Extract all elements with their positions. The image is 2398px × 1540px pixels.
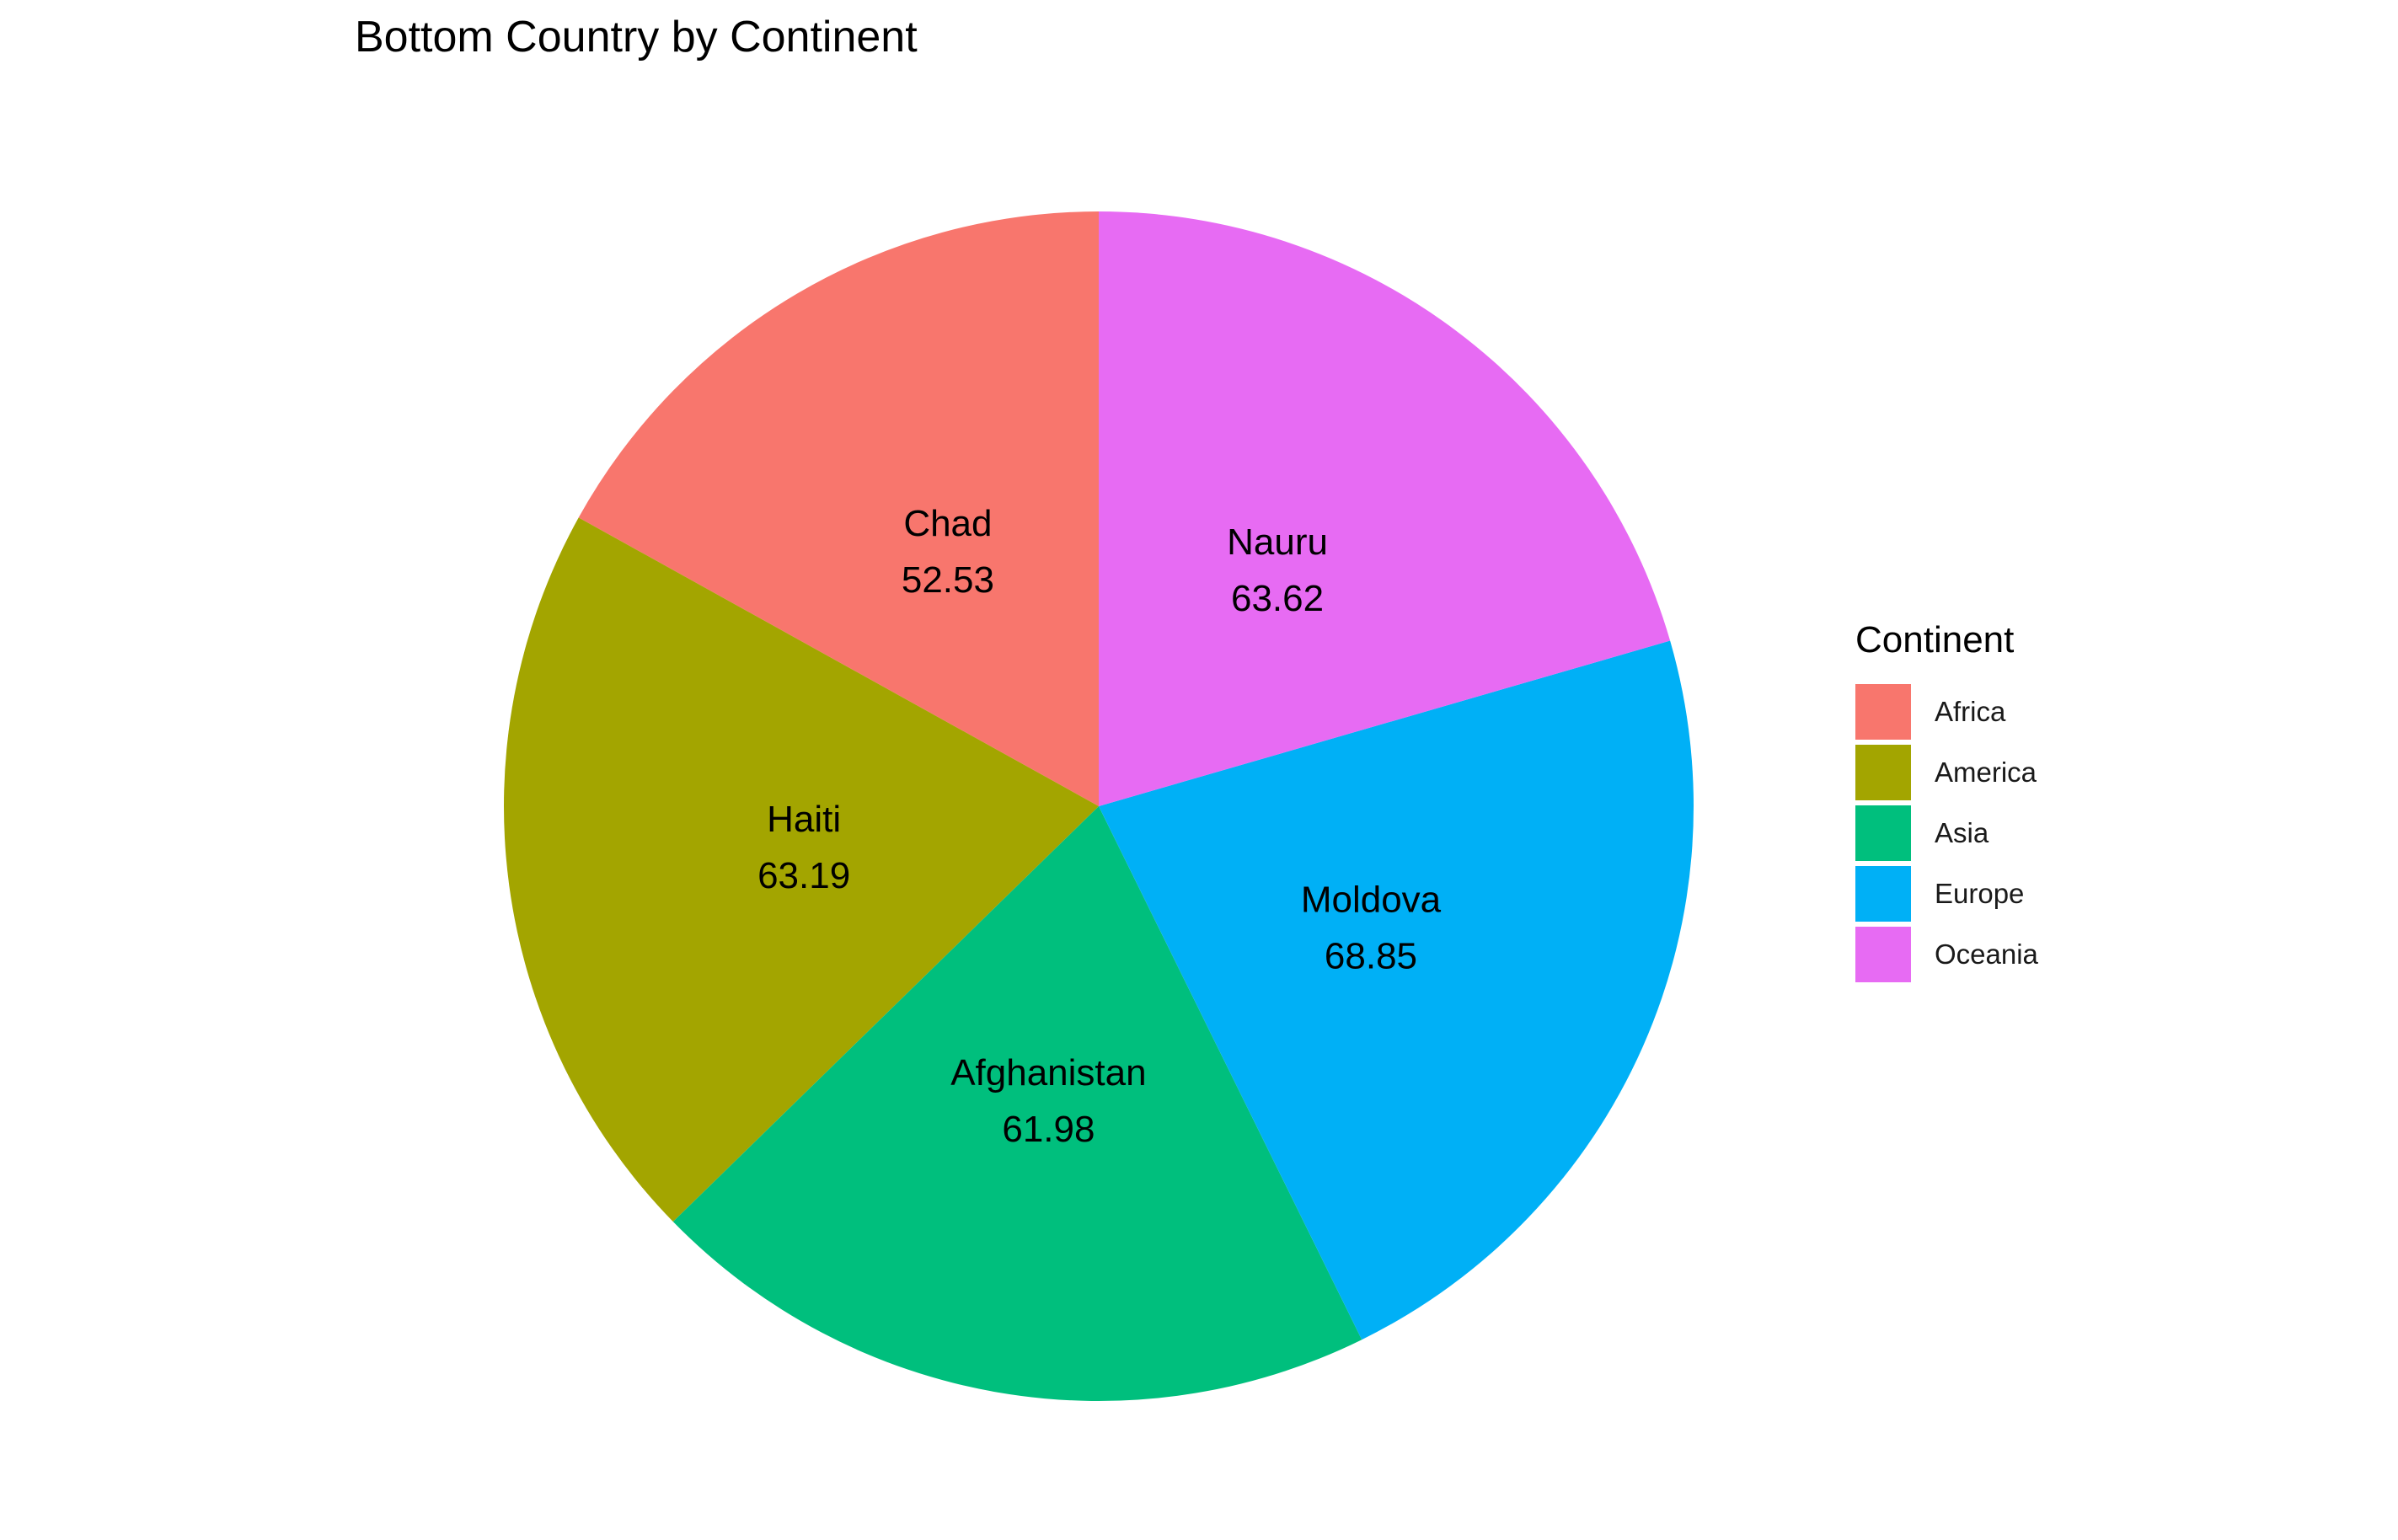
pie-slices	[504, 211, 1694, 1401]
legend-items: Africa America Asia Europe Oceania	[1855, 682, 2038, 985]
chart-title: Bottom Country by Continent	[355, 13, 918, 61]
slice-country-label: Afghanistan	[950, 1052, 1146, 1094]
legend-swatch	[1855, 684, 1911, 740]
slice-country-label: Haiti	[767, 799, 841, 840]
slice-value-label: 61.98	[1002, 1109, 1095, 1150]
pie-slice-europe	[1099, 640, 1694, 1340]
legend-swatch	[1855, 805, 1911, 861]
slice-value-label: 68.85	[1325, 935, 1417, 976]
legend-item-asia: Asia	[1855, 803, 2038, 864]
slice-value-label: 63.19	[757, 855, 850, 896]
pie-slice-america	[504, 517, 1099, 1222]
pie-slice-asia	[672, 806, 1362, 1401]
legend-label: Asia	[1935, 817, 1989, 848]
slice-value-label: 52.53	[902, 559, 994, 601]
legend: Continent Africa America Asia Europe Oceania	[1855, 619, 2038, 985]
slice-country-label: Nauru	[1227, 521, 1328, 563]
legend-item-oceania: Oceania	[1855, 924, 2038, 985]
legend-item-america: America	[1855, 742, 2038, 803]
pie-labels: Chad 52.53 Haiti 63.19 Afghanistan 61.98 Moldo…	[757, 503, 1442, 1150]
legend-label: Europe	[1935, 878, 2025, 909]
legend-item-africa: Africa	[1855, 682, 2038, 742]
legend-item-europe: Europe	[1855, 864, 2038, 924]
legend-label: Africa	[1935, 696, 2006, 727]
legend-label: America	[1935, 757, 2037, 788]
slice-country-label: Moldova	[1301, 879, 1442, 920]
slice-value-label: 63.62	[1231, 578, 1324, 619]
pie-slice-oceania	[1099, 211, 1671, 806]
legend-swatch	[1855, 927, 1911, 982]
legend-swatch	[1855, 745, 1911, 800]
slice-country-label: Chad	[903, 503, 992, 544]
legend-title: Continent	[1855, 619, 2015, 660]
legend-label: Oceania	[1935, 938, 2038, 970]
legend-swatch	[1855, 866, 1911, 922]
pie-slice-africa	[578, 211, 1099, 806]
